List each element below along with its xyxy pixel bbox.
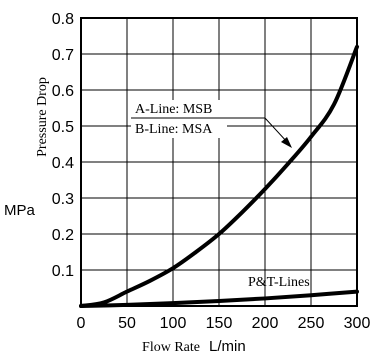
annotation-b-line: B-Line: MSA bbox=[135, 122, 213, 137]
y-tick-label: 0.2 bbox=[52, 227, 74, 244]
y-tick-label: 0.8 bbox=[52, 11, 74, 28]
y-tick-label: 0.3 bbox=[52, 191, 74, 208]
x-tick-label: 50 bbox=[118, 315, 136, 332]
series-line-pt bbox=[79, 289, 359, 308]
x-tick-label: 150 bbox=[206, 315, 233, 332]
x-tick-label: 300 bbox=[344, 315, 371, 332]
y-tick-label: 0.6 bbox=[52, 83, 74, 100]
annotation-a-line: A-Line: MSB bbox=[135, 102, 212, 117]
plot-frame bbox=[80, 17, 358, 307]
annotation-box-ab bbox=[131, 100, 227, 138]
series-annotation-ab: A-Line: MSB B-Line: MSA bbox=[131, 100, 292, 148]
x-tick-label: 100 bbox=[160, 315, 187, 332]
y-axis-unit: MPa bbox=[4, 202, 36, 219]
x-tick-label: 200 bbox=[252, 315, 279, 332]
y-axis-title: Pressure Drop bbox=[35, 77, 50, 157]
grid bbox=[81, 18, 357, 306]
y-tick-label: 0.7 bbox=[52, 47, 74, 64]
annotation-pt-lines: P&T-Lines bbox=[248, 275, 310, 290]
tick-labels: 0 50 100 150 200 250 300 0.1 0.2 0.3 0.4 0.5 0.6 0.7 0… bbox=[52, 11, 371, 332]
x-tick-label: 0 bbox=[77, 315, 86, 332]
series-line-ab bbox=[79, 44, 359, 308]
curves bbox=[79, 44, 359, 308]
y-tick-label: 0.4 bbox=[52, 155, 74, 172]
x-tick-label: 250 bbox=[298, 315, 325, 332]
annotation-arrowhead-ab bbox=[281, 137, 292, 148]
x-axis-title: Flow Rate bbox=[142, 340, 200, 355]
y-tick-label: 0.5 bbox=[52, 119, 74, 136]
x-axis-unit: L/min bbox=[209, 338, 246, 355]
annotation-leader-ab bbox=[131, 117, 289, 144]
y-tick-label: 0.1 bbox=[52, 263, 74, 280]
